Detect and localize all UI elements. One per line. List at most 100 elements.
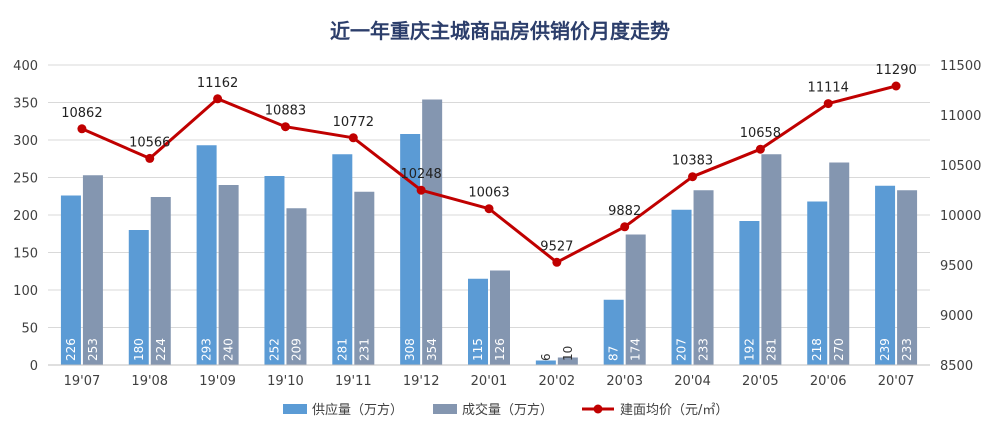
sales-bar xyxy=(625,234,646,365)
sales-bar xyxy=(354,191,375,365)
supply-bar-label: 252 xyxy=(267,338,281,361)
sales-bar xyxy=(218,185,239,365)
legend-label-supply: 供应量（万方） xyxy=(312,402,403,418)
sales-bar-label: 270 xyxy=(832,338,846,361)
supply-bar xyxy=(739,221,760,365)
price-point xyxy=(416,185,426,195)
x-axis-tick-label: 19'10 xyxy=(267,374,304,389)
line-series: 10862 10566 11162 10883 10772 10248 10063 9527 9… xyxy=(61,63,917,267)
supply-bar xyxy=(196,145,217,365)
sales-bar-label: 224 xyxy=(154,338,168,361)
left-axis-tick-label: 350 xyxy=(13,97,38,112)
supply-bar xyxy=(60,195,81,365)
supply-bar-label: 308 xyxy=(403,338,417,361)
supply-bar xyxy=(807,201,828,365)
price-data-label: 9882 xyxy=(608,204,641,219)
x-axis-tick-label: 20'07 xyxy=(878,374,915,389)
sales-bar-label: 233 xyxy=(900,338,914,361)
price-point xyxy=(484,204,494,214)
right-axis: 8500 9000 9500 10000 10500 11000 11500 xyxy=(940,59,981,374)
x-axis-tick-label: 19'09 xyxy=(199,374,236,389)
right-axis-tick-label: 11500 xyxy=(940,59,981,74)
supply-bar-label: 6 xyxy=(539,353,553,361)
left-axis-tick-label: 150 xyxy=(13,247,38,262)
price-point xyxy=(348,133,358,143)
gridlines xyxy=(48,64,930,366)
x-axis-tick-label: 19'07 xyxy=(64,374,101,389)
price-data-label: 10862 xyxy=(61,106,102,121)
price-point xyxy=(552,257,562,267)
sales-bar xyxy=(897,190,918,365)
left-axis-tick-label: 50 xyxy=(21,322,38,337)
sales-bar xyxy=(829,162,850,365)
supply-bar-label: 180 xyxy=(132,338,146,361)
supply-bar-label: 293 xyxy=(200,338,214,361)
price-data-label: 10248 xyxy=(400,167,441,182)
left-axis-tick-label: 300 xyxy=(13,134,38,149)
supply-bar xyxy=(875,185,896,365)
left-axis-tick-label: 0 xyxy=(30,359,38,374)
price-data-label: 10383 xyxy=(672,154,713,169)
supply-bar-label: 226 xyxy=(64,338,78,361)
left-axis-tick-label: 100 xyxy=(13,284,38,299)
right-axis-tick-label: 10500 xyxy=(940,159,981,174)
price-point xyxy=(145,153,155,163)
price-data-label: 9527 xyxy=(540,239,573,254)
right-axis-tick-label: 9000 xyxy=(940,309,973,324)
sales-bar xyxy=(693,190,714,365)
x-axis-tick-label: 20'06 xyxy=(810,374,847,389)
supply-bar-label: 87 xyxy=(607,346,621,361)
price-data-label: 10883 xyxy=(265,104,306,119)
sales-bar-label: 281 xyxy=(764,338,778,361)
price-point xyxy=(891,81,901,91)
supply-bar-label: 281 xyxy=(335,338,349,361)
supply-bar-label: 115 xyxy=(471,338,485,361)
sales-bar xyxy=(150,197,171,365)
sales-bar-label: 253 xyxy=(86,338,100,361)
right-axis-tick-label: 9500 xyxy=(940,259,973,274)
price-point xyxy=(823,99,833,109)
x-axis-tick-label: 20'04 xyxy=(674,374,711,389)
x-axis: 19'07 19'08 19'09 19'10 19'11 19'12 20'01 20'02… xyxy=(48,364,930,389)
legend: 供应量（万方） 成交量（万方） 建面均价（元/㎡） xyxy=(283,402,728,418)
x-axis-tick-label: 20'02 xyxy=(539,374,576,389)
price-point xyxy=(620,222,630,232)
left-axis-tick-label: 250 xyxy=(13,172,38,187)
price-data-label: 11114 xyxy=(808,81,849,96)
price-data-label: 11162 xyxy=(197,76,238,91)
sales-bar xyxy=(286,208,307,365)
right-axis-tick-label: 8500 xyxy=(940,359,973,374)
sales-bar xyxy=(490,270,510,365)
x-axis-tick-label: 20'03 xyxy=(606,374,643,389)
supply-bar xyxy=(535,360,556,365)
supply-bar-label: 218 xyxy=(810,338,824,361)
supply-bar-label: 207 xyxy=(675,338,689,361)
price-point xyxy=(213,94,223,104)
sales-bar-label: 174 xyxy=(629,338,643,361)
sales-bar-label: 209 xyxy=(289,338,303,361)
legend-label-sales: 成交量（万方） xyxy=(462,402,553,418)
chart-title: 近一年重庆主城商品房供销价月度走势 xyxy=(330,19,670,43)
supply-bar xyxy=(128,230,149,365)
sales-bar-label: 233 xyxy=(697,338,711,361)
legend-swatch-supply xyxy=(283,404,307,414)
price-data-label: 10658 xyxy=(740,126,781,141)
x-axis-tick-label: 20'01 xyxy=(471,374,508,389)
sales-bar-label: 354 xyxy=(425,338,439,361)
x-axis-tick-label: 20'05 xyxy=(742,374,779,389)
sales-bar-label: 240 xyxy=(222,338,236,361)
sales-bar xyxy=(557,357,578,365)
legend-swatch-sales xyxy=(433,404,457,414)
price-point xyxy=(280,122,290,132)
sales-bar-label: 10 xyxy=(561,346,575,361)
supply-bar xyxy=(671,209,692,365)
legend-label-price: 建面均价（元/㎡） xyxy=(620,403,728,418)
right-axis-tick-label: 10000 xyxy=(940,209,981,224)
x-axis-tick-label: 19'12 xyxy=(403,374,440,389)
supply-bar xyxy=(332,154,353,365)
supply-bar xyxy=(468,278,488,365)
left-axis-tick-label: 200 xyxy=(13,209,38,224)
price-data-label: 11290 xyxy=(875,63,916,78)
price-data-label: 10566 xyxy=(129,135,170,150)
